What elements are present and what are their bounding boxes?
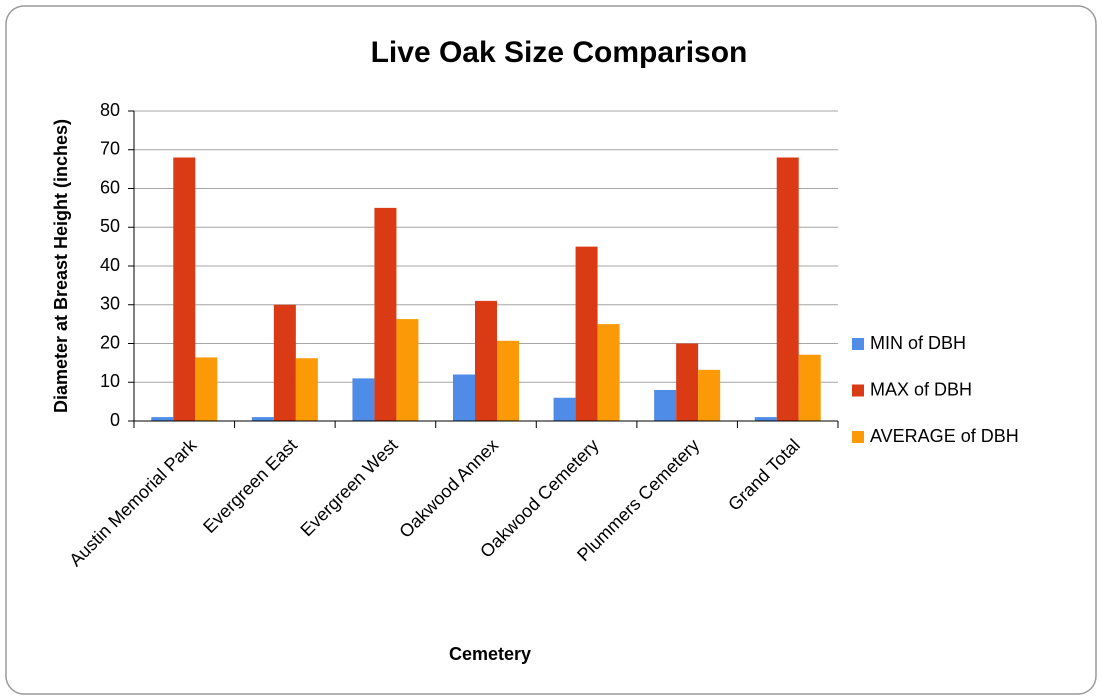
legend-swatch bbox=[852, 338, 864, 350]
bar bbox=[173, 157, 196, 421]
bar bbox=[497, 340, 519, 421]
bar bbox=[654, 390, 677, 421]
y-tick-label: 80 bbox=[100, 100, 120, 120]
legend-label: AVERAGE of DBH bbox=[870, 426, 1019, 446]
bar bbox=[776, 157, 799, 421]
chart-title: Live Oak Size Comparison bbox=[371, 36, 748, 69]
bar bbox=[151, 417, 174, 421]
x-axis-label: Cemetery bbox=[449, 644, 531, 664]
y-tick-label: 0 bbox=[110, 410, 120, 430]
bar bbox=[195, 357, 218, 421]
bar bbox=[396, 319, 419, 421]
bar bbox=[798, 354, 821, 421]
legend-swatch bbox=[852, 384, 864, 397]
bar bbox=[676, 343, 699, 421]
bar bbox=[295, 358, 318, 421]
bar bbox=[352, 378, 375, 421]
bar bbox=[597, 324, 620, 421]
bar bbox=[374, 207, 397, 421]
y-tick-label: 40 bbox=[100, 255, 120, 275]
bar bbox=[754, 417, 777, 421]
y-tick-label: 50 bbox=[100, 216, 120, 236]
legend-label: MIN of DBH bbox=[870, 333, 966, 353]
bar bbox=[251, 417, 274, 421]
bar bbox=[453, 374, 475, 421]
y-axis-label: Diameter at Breast Height (inches) bbox=[51, 119, 71, 413]
bar bbox=[698, 369, 721, 421]
y-tick-label: 30 bbox=[100, 294, 120, 314]
legend-swatch bbox=[852, 431, 864, 443]
y-tick-label: 70 bbox=[100, 139, 120, 159]
bar bbox=[273, 304, 296, 421]
y-tick-label: 20 bbox=[100, 332, 120, 352]
y-tick-label: 60 bbox=[100, 177, 120, 197]
bar bbox=[575, 246, 598, 421]
chart-frame bbox=[5, 5, 1097, 695]
legend-label: MAX of DBH bbox=[870, 379, 972, 399]
bar bbox=[553, 397, 576, 421]
bar bbox=[475, 300, 497, 421]
y-tick-label: 10 bbox=[100, 371, 120, 391]
